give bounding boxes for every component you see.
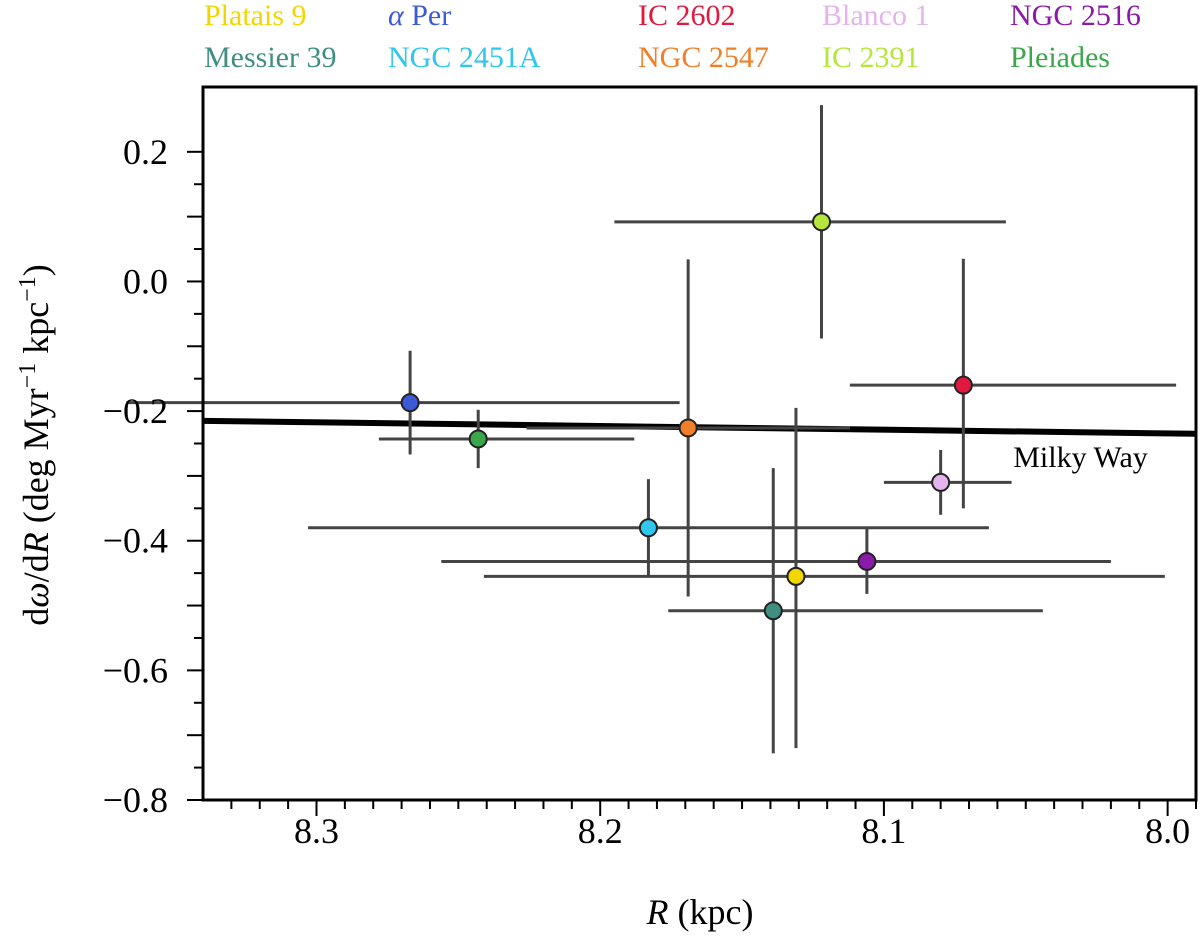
y-label-exp2: −1: [15, 276, 41, 302]
y-label-omega: ω: [16, 582, 56, 607]
x-label-unit: (kpc): [669, 892, 754, 932]
legend-entry-pleiades: Pleiades: [1010, 41, 1110, 74]
y-label-slash: /: [16, 572, 56, 582]
point-ngc-2516: [857, 551, 877, 571]
legend-entry-ic-2391: IC 2391: [822, 41, 920, 74]
legend-entry-label: Per: [404, 0, 452, 32]
y-tick-label: 0.0: [123, 261, 168, 301]
point-ic-2391: [811, 212, 831, 232]
y-label-close: ): [16, 264, 56, 276]
x-axis-label: R (kpc): [646, 892, 754, 932]
legend-entry-ic-2602: IC 2602: [638, 0, 736, 32]
legend-alpha: α: [388, 0, 405, 32]
plot-area: [126, 105, 1197, 754]
y-tick-label: −0.8: [103, 780, 168, 820]
legend-entry-ngc-2516: NGC 2516: [1010, 0, 1141, 32]
y-label-d1: d: [16, 608, 56, 626]
point-ic-2602: [953, 375, 973, 395]
x-axis: 8.3 8.2 8.1 8.0: [230, 800, 1197, 851]
y-tick-label: 0.2: [123, 132, 168, 172]
point-platais-9: [786, 566, 806, 586]
y-label-unit-a: (deg Myr: [16, 388, 56, 532]
y-label-R: R: [16, 532, 56, 555]
x-tick-label: 8.2: [578, 811, 623, 851]
x-tick-label: 8.1: [861, 811, 906, 851]
x-tick-label: 8.3: [294, 811, 339, 851]
point-pleiades: [468, 429, 488, 449]
legend: Platais 9 α Per IC 2602 Blanco 1 NGC 2516 Mes…: [204, 0, 1141, 74]
point-blanco-1: [931, 472, 951, 492]
x-tick-label: 8.0: [1145, 811, 1190, 851]
y-tick-label: −0.4: [103, 521, 168, 561]
y-axis: 0.2 0.0 −0.2 −0.4 −0.6 −0.8: [103, 132, 203, 820]
legend-entry-blanco-1: Blanco 1: [822, 0, 929, 32]
point-alpha-per: [400, 393, 420, 413]
y-label-exp1: −1: [15, 363, 41, 389]
y-axis-label: dω/dR (deg Myr−1 kpc−1): [15, 264, 56, 625]
y-label-d2: d: [16, 554, 56, 572]
legend-entry-ngc-2451a: NGC 2451A: [388, 41, 541, 74]
legend-entry-platais-9: Platais 9: [204, 0, 307, 32]
y-label-unit-b: kpc: [16, 302, 56, 363]
point-ngc-2451a: [638, 518, 658, 538]
y-tick-label: −0.6: [103, 650, 168, 690]
point-messier-39: [763, 601, 783, 621]
milky-way-label: Milky Way: [1013, 441, 1148, 474]
legend-entry-messier-39: Messier 39: [204, 41, 336, 74]
y-tick-label: −0.2: [103, 391, 168, 431]
legend-entry-alpha-per: α Per: [388, 0, 451, 32]
legend-entry-ngc-2547: NGC 2547: [638, 41, 769, 74]
x-label-symbol: R: [646, 892, 669, 932]
points-layer: [400, 212, 973, 621]
point-ngc-2547: [678, 418, 698, 438]
